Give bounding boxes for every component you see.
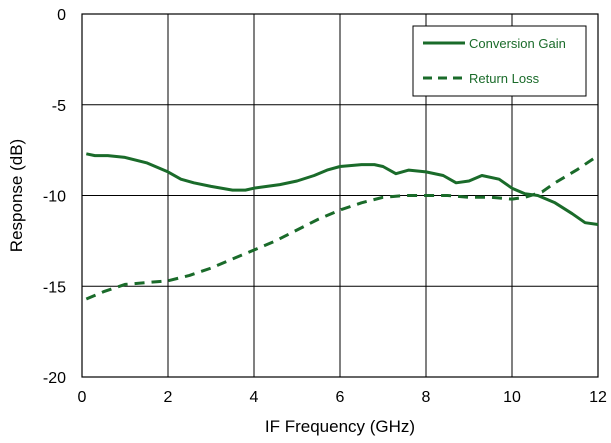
x-tick-label: 2 xyxy=(164,389,173,406)
legend: Conversion Gain Return Loss xyxy=(412,25,587,97)
y-tick-label: -20 xyxy=(43,370,66,387)
series-line-0 xyxy=(85,152,599,226)
y-tick-label: -5 xyxy=(52,98,66,115)
y-axis-label: Response (dB) xyxy=(7,139,26,252)
y-tick-label: 0 xyxy=(57,7,66,24)
series-line-1 xyxy=(85,154,599,301)
y-tick-label: -15 xyxy=(43,279,66,296)
legend-label-return-loss: Return Loss xyxy=(469,71,540,86)
y-tick-labels: 0 -5 -10 -15 -20 xyxy=(43,7,66,387)
x-tick-labels: 0 2 4 6 8 10 12 xyxy=(78,389,607,406)
legend-box xyxy=(412,25,587,97)
legend-label-conversion-gain: Conversion Gain xyxy=(469,36,566,51)
x-tick-label: 12 xyxy=(589,389,607,406)
x-tick-label: 10 xyxy=(503,389,521,406)
x-tick-label: 8 xyxy=(422,389,431,406)
x-axis-label: IF Frequency (GHz) xyxy=(265,417,415,436)
y-tick-label: -10 xyxy=(43,189,66,206)
x-tick-label: 0 xyxy=(78,389,87,406)
x-tick-label: 6 xyxy=(336,389,345,406)
series-layer xyxy=(85,152,599,301)
plot-frame xyxy=(81,13,599,378)
x-tick-label: 4 xyxy=(250,389,259,406)
